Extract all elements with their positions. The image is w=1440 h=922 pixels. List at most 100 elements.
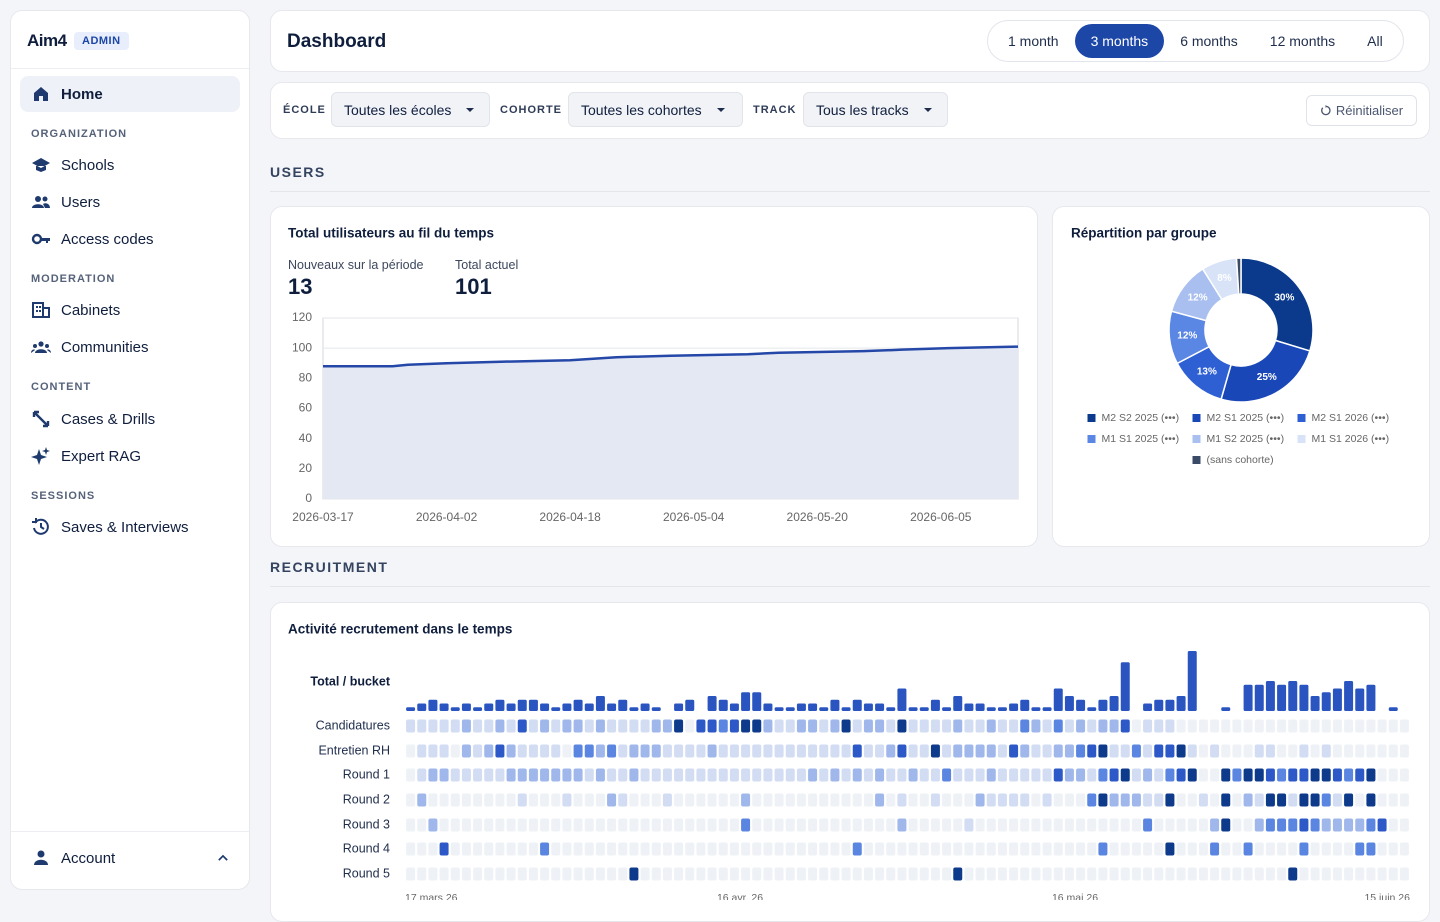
heat-cell: [863, 867, 873, 881]
heat-cell: [942, 744, 952, 758]
heat-cell: [841, 744, 851, 758]
nav-item[interactable]: Communities: [20, 329, 240, 365]
area: [323, 346, 1018, 499]
total-bar: [450, 707, 460, 711]
heat-cell: [540, 793, 550, 807]
heat-cell: [785, 719, 795, 733]
heat-cell: [707, 818, 717, 832]
reset-button[interactable]: Réinitialiser: [1306, 95, 1417, 126]
heat-cell: [674, 768, 684, 782]
nav-item[interactable]: Access codes: [20, 221, 240, 257]
heat-cell: [1243, 867, 1253, 881]
heat-cell: [975, 867, 985, 881]
heat-cell: [1221, 719, 1231, 733]
donut-slice: [1235, 257, 1242, 295]
total-bar: [1098, 699, 1108, 711]
heat-cell: [1388, 744, 1398, 758]
heat-cell: [1053, 793, 1063, 807]
nav-item[interactable]: Saves & Interviews: [20, 509, 240, 545]
nav-label: Cases & Drills: [61, 410, 156, 428]
heat-cell: [484, 793, 494, 807]
total-bar: [651, 707, 661, 711]
nav-item[interactable]: Users: [20, 184, 240, 220]
period-tab[interactable]: 12 months: [1269, 33, 1336, 49]
heat-cell: [1277, 867, 1287, 881]
heat-cell: [618, 768, 628, 782]
heat-cell: [573, 793, 583, 807]
total-bar: [1221, 707, 1231, 711]
heat-cell: [997, 793, 1007, 807]
filter-dropdown[interactable]: Toutes les écoles: [331, 92, 490, 127]
total-bar: [964, 703, 974, 711]
heat-cell: [1176, 867, 1186, 881]
period-tab[interactable]: All: [1367, 33, 1383, 49]
nav-item[interactable]: Cabinets: [20, 292, 240, 328]
heat-cell: [763, 744, 773, 758]
heat-cell: [1165, 793, 1175, 807]
slice-label: 25%: [1257, 372, 1277, 383]
heat-cell: [942, 818, 952, 832]
heat-cell: [651, 744, 661, 758]
heat-cell: [718, 793, 728, 807]
period-tab[interactable]: 1 month: [1008, 33, 1059, 49]
filter-dropdown[interactable]: Toutes les cohortes: [568, 92, 743, 127]
account[interactable]: Account: [20, 840, 240, 876]
heat-cell: [819, 842, 829, 856]
total-bar: [428, 699, 438, 711]
x-tick-label: 2026-05-04: [663, 510, 725, 524]
heat-cell: [595, 768, 605, 782]
heat-cell: [1053, 818, 1063, 832]
heat-cell: [618, 719, 628, 733]
heat-cell: [1243, 842, 1253, 856]
heat-cell: [1020, 867, 1030, 881]
heat-cell: [1053, 744, 1063, 758]
total-bar: [875, 703, 885, 711]
heat-cell: [975, 768, 985, 782]
body: Aim4 ADMIN Home ORGANIZATION Schools Use…: [10, 10, 1430, 922]
total-bar: [607, 703, 617, 711]
divider: [270, 586, 1430, 587]
heat-cell: [618, 793, 628, 807]
heat-cell: [1098, 768, 1108, 782]
heat-cell: [1355, 818, 1365, 832]
heat-cell: [908, 744, 918, 758]
heat-cell: [774, 768, 784, 782]
heat-cell: [417, 768, 427, 782]
heat-cell: [1388, 768, 1398, 782]
heat-cell: [1344, 719, 1354, 733]
heat-cell: [1388, 842, 1398, 856]
nav-item[interactable]: Expert RAG: [20, 438, 240, 474]
period-tab[interactable]: 6 months: [1180, 33, 1238, 49]
heat-cell: [1277, 768, 1287, 782]
heat-cell: [763, 867, 773, 881]
total-bar: [1321, 692, 1331, 711]
heat-cell: [774, 744, 784, 758]
legend-label: M2 S1 2026 (•••): [1312, 412, 1390, 424]
heat-cell: [1344, 768, 1354, 782]
heat-cell: [953, 867, 963, 881]
heat-cell: [651, 818, 661, 832]
heat-cell: [1042, 842, 1052, 856]
total-bar: [930, 699, 940, 711]
heat-cell: [1399, 867, 1409, 881]
heat-cell: [1098, 842, 1108, 856]
nav-item[interactable]: Schools: [20, 147, 240, 183]
filter-dropdown[interactable]: Tous les tracks: [803, 92, 948, 127]
period-tab[interactable]: 3 months: [1074, 24, 1165, 58]
stat-label: Total actuel: [455, 258, 519, 272]
heat-cell: [741, 744, 751, 758]
nav-item[interactable]: Cases & Drills: [20, 401, 240, 437]
heat-cell: [1210, 842, 1220, 856]
nav-item[interactable]: Home: [20, 76, 240, 112]
heat-cell: [1098, 818, 1108, 832]
heat-cell: [1031, 768, 1041, 782]
heat-cell: [863, 842, 873, 856]
heat-cell: [1344, 867, 1354, 881]
heat-cell: [1399, 744, 1409, 758]
heat-cell: [1120, 867, 1130, 881]
heat-cell: [1098, 719, 1108, 733]
heat-cell: [752, 719, 762, 733]
heat-cell: [1388, 818, 1398, 832]
heat-cell: [495, 768, 505, 782]
heat-cell: [875, 842, 885, 856]
